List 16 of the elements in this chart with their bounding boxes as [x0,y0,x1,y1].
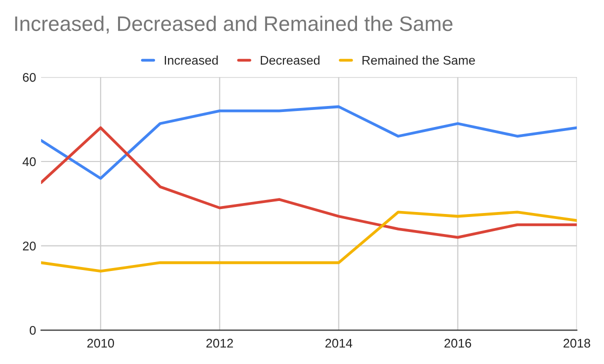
y-tick-label: 40 [22,157,36,166]
line-series [41,105,577,180]
x-tick-label: 2018 [564,338,590,348]
y-tick-label: 0 [30,326,36,335]
legend-label: Increased [164,56,218,65]
x-tick-label: 2014 [325,338,352,348]
y-tick-label: 60 [22,72,36,82]
y-tick-label: 20 [22,242,36,250]
x-tick-label: 2012 [206,338,233,348]
chart-title: Increased, Decreased and Remained the Same [15,16,452,34]
line-series [41,210,577,273]
x-tick-label: 2010 [87,338,114,348]
legend-label: Decreased [260,56,320,65]
x-tick-label: 2016 [444,338,472,348]
line-series [41,126,577,239]
legend-label: Remained the Same [362,56,475,65]
